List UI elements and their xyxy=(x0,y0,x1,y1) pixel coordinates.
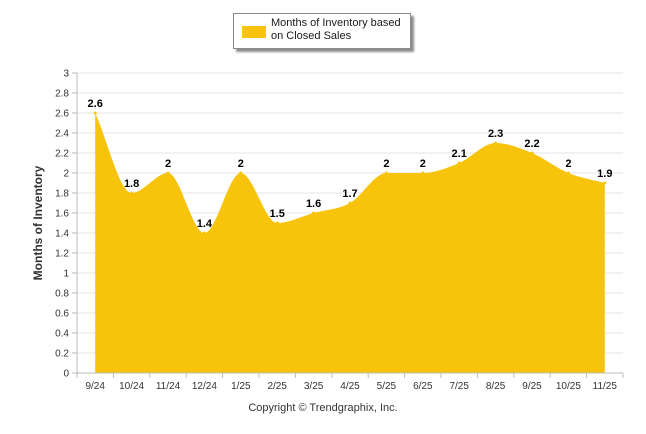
x-tick-label: 3/25 xyxy=(304,381,324,392)
axis-layer: 0 0.2 0.4 0.6 0.8 1 1.2 1.4 1.6 1.8 2 2.2 2.4 2.6 2.8 3… xyxy=(31,69,624,392)
data-label: 1.6 xyxy=(306,198,321,210)
y-tick-label: 1.2 xyxy=(55,249,69,260)
y-tick-label: 2.4 xyxy=(55,129,69,140)
y-axis-title: Months of Inventory xyxy=(31,165,45,280)
y-tick-label: 3 xyxy=(63,69,69,80)
x-tick-label: 10/25 xyxy=(556,381,581,392)
data-label: 2.3 xyxy=(488,128,503,140)
data-label: 1.7 xyxy=(342,188,357,200)
data-label: 1.8 xyxy=(124,178,139,190)
legend-label: Months of Inventory based on Closed Sale… xyxy=(271,17,401,42)
data-point xyxy=(384,171,388,175)
data-point xyxy=(348,201,352,205)
y-tick-label: 2 xyxy=(63,169,69,180)
y-tick-label: 0.8 xyxy=(55,289,69,300)
data-point xyxy=(530,151,534,155)
data-label: 1.4 xyxy=(197,218,213,230)
y-tick-label: 2.2 xyxy=(55,149,69,160)
data-point xyxy=(312,211,316,215)
data-point xyxy=(202,231,206,235)
data-point xyxy=(166,171,170,175)
data-point xyxy=(130,191,134,195)
y-tick-label: 2.8 xyxy=(55,89,69,100)
data-label: 1.9 xyxy=(597,168,612,180)
data-label: 2.2 xyxy=(524,138,539,150)
x-tick-label: 2/25 xyxy=(267,381,287,392)
x-tick-label: 5/25 xyxy=(377,381,397,392)
x-tick-label: 4/25 xyxy=(340,381,360,392)
x-tick-label: 10/24 xyxy=(119,381,144,392)
legend-swatch xyxy=(242,26,266,38)
y-tick-label: 1 xyxy=(63,269,69,280)
data-label: 2 xyxy=(165,158,171,170)
area-layer xyxy=(93,111,607,373)
data-point xyxy=(93,111,97,115)
x-tick-label: 1/25 xyxy=(231,381,251,392)
y-tick-label: 0.2 xyxy=(55,349,69,360)
y-tick-label: 1.8 xyxy=(55,189,69,200)
copyright: Copyright © Trendgraphix, Inc. xyxy=(248,402,398,414)
data-point xyxy=(239,171,243,175)
data-point xyxy=(457,161,461,165)
x-tick-label: 11/24 xyxy=(156,381,181,392)
label-layer: 2.6 1.8 2 1.4 2 1.5 1.6 1.7 2 2 2.1 2.3 2.2 2 1.9 xyxy=(88,98,613,230)
x-tick-label: 11/25 xyxy=(593,381,618,392)
x-tick-label: 6/25 xyxy=(413,381,433,392)
data-point xyxy=(494,141,498,145)
data-label: 1.5 xyxy=(270,208,285,220)
y-tick-label: 0.6 xyxy=(55,309,69,320)
data-label: 2 xyxy=(238,158,244,170)
y-tick-label: 2.6 xyxy=(55,109,69,120)
data-label: 2.1 xyxy=(452,148,467,160)
data-point xyxy=(603,181,607,185)
data-label: 2 xyxy=(565,158,571,170)
data-point xyxy=(275,221,279,225)
y-tick-label: 1.4 xyxy=(55,229,69,240)
x-tick-label: 9/25 xyxy=(522,381,542,392)
data-label: 2 xyxy=(383,158,389,170)
data-point xyxy=(421,171,425,175)
data-point xyxy=(566,171,570,175)
legend[interactable]: Months of Inventory based on Closed Sale… xyxy=(233,13,411,49)
data-label: 2 xyxy=(420,158,426,170)
x-tick-label: 12/24 xyxy=(192,381,217,392)
y-tick-label: 0.4 xyxy=(55,329,69,340)
x-tick-label: 7/25 xyxy=(449,381,469,392)
x-tick-label: 9/24 xyxy=(85,381,105,392)
series-area xyxy=(95,113,605,373)
y-tick-label: 0 xyxy=(63,369,69,380)
data-label: 2.6 xyxy=(88,98,103,110)
y-tick-label: 1.6 xyxy=(55,209,69,220)
x-tick-label: 8/25 xyxy=(486,381,506,392)
